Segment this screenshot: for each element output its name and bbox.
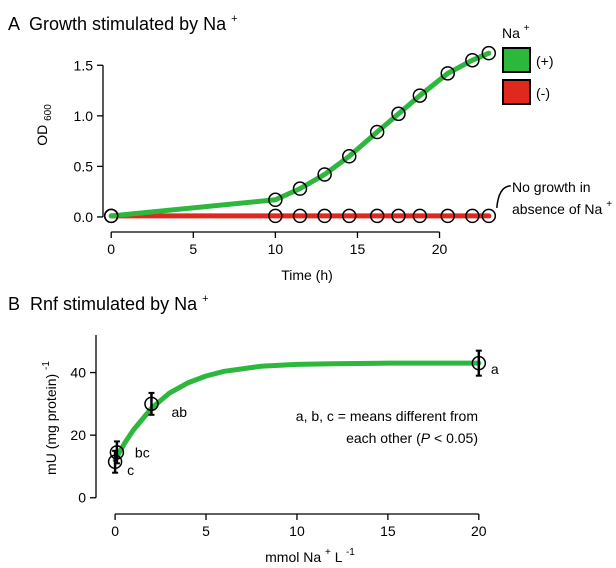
annotation-pointer (496, 185, 511, 209)
panel-b-series: cbc ab a (107, 349, 499, 478)
series-minus-point (412, 208, 428, 224)
fit-curve-line (112, 360, 482, 463)
series-minus-point (369, 208, 385, 224)
series-minus-point (481, 208, 497, 224)
panel-a-y-label-sub: 600 (43, 104, 54, 121)
panel-b-y-tick-label: 20 (70, 427, 86, 443)
data-point (109, 445, 125, 460)
panel-a-annotation: No growth in absence of Na + (496, 179, 612, 217)
legend-title: Na + (502, 23, 530, 41)
series-minus-point (440, 208, 455, 224)
data-point (107, 454, 123, 469)
series-minus-point (342, 208, 357, 224)
point-significance-label: c (127, 462, 134, 478)
panel-b-y-tick-label: 40 (70, 365, 86, 381)
annotation-line-1: No growth in (512, 179, 591, 195)
series-plus-point (391, 106, 406, 122)
panel-b-x-tick-label: 0 (111, 523, 119, 539)
panel-b-x-tick-label: 20 (471, 523, 487, 539)
panel-b-x-label-unit: L (335, 549, 343, 565)
series-plus-point (103, 208, 119, 224)
data-point (471, 355, 487, 371)
point-significance-label: ab (171, 404, 187, 420)
series-plus-point (481, 45, 497, 61)
panel-a-y-tick-label: 0.5 (74, 158, 94, 174)
panel-b-x-label-main: mmol Na (265, 549, 321, 565)
panel-a-series (103, 45, 497, 224)
legend-label-minus: (-) (536, 85, 550, 101)
panel-b-x-label-sup1: + (325, 547, 331, 558)
series-plus-line (108, 50, 492, 219)
panel-a-x-tick-label: 15 (350, 241, 366, 257)
series-plus-point (369, 124, 385, 140)
legend-title-text: Na (502, 25, 520, 41)
panel-b-title: B Rnf stimulated by Na + (8, 293, 209, 314)
series-plus-point (342, 149, 357, 164)
series-minus-point (391, 208, 406, 224)
series-minus-point (268, 208, 283, 224)
panel-a-x-tick-label: 5 (189, 241, 197, 257)
panel-b-title-sup: + (202, 293, 208, 305)
legend-swatch-plus (502, 47, 531, 73)
series-plus-point (317, 167, 332, 182)
note-text-italic: P (421, 430, 431, 446)
legend-title-sup: + (524, 23, 530, 34)
series-plus-point (440, 66, 455, 81)
panel-b-x-tick-label: 15 (380, 523, 396, 539)
panel-a-y-tick-label: 1.0 (74, 108, 94, 124)
series-plus-point (465, 52, 480, 68)
panel-a-title-text: Growth stimulated by Na (29, 14, 227, 34)
panel-a-x-tick-label: 0 (107, 241, 115, 257)
panel-a-y-tick-label: 0.0 (74, 209, 94, 225)
point-significance-label: a (491, 361, 499, 377)
legend-label-plus: (+) (536, 53, 554, 69)
note-text-pre: each other ( (346, 430, 421, 446)
data-point (144, 396, 159, 412)
annotation-line-2-sup: + (606, 199, 612, 210)
series-plus-point (412, 88, 428, 103)
panel-b-title-text: Rnf stimulated by Na (30, 294, 198, 314)
panel-a-letter: A (8, 14, 20, 34)
panel-b-letter: B (8, 294, 20, 314)
panel-b-axes: 0 20 40 0 5 10 15 20 (70, 335, 487, 539)
series-minus-point (292, 208, 308, 224)
panel-b-x-tick-label: 10 (289, 523, 305, 539)
series-plus-point (268, 192, 283, 208)
panel-a-x-tick-label: 10 (268, 241, 284, 257)
panel-b-x-tick-label: 5 (202, 523, 210, 539)
legend-swatch-minus (502, 79, 531, 105)
panel-b-y-label-main: mU (mg protein) (43, 374, 59, 475)
panel-a-title-sup: + (231, 13, 237, 25)
series-plus-point (292, 181, 308, 196)
point-significance-label: bc (135, 444, 150, 460)
note-text-post: < 0.05) (430, 430, 478, 446)
series-minus-point (465, 208, 480, 224)
panel-b-note-line-2: each other (P < 0.05) (346, 430, 478, 446)
annotation-line-2-text: absence of Na (512, 201, 602, 217)
panel-a-y-tick-label: 1.5 (74, 57, 94, 73)
panel-b-x-label: mmol Na + L -1 (265, 542, 355, 565)
panel-b-note-line-1: a, b, c = means different from (296, 408, 478, 424)
panel-a-x-label: Time (h) (281, 267, 333, 283)
panel-b-y-label: mU (mg protein) -1 (41, 361, 59, 475)
panel-a-legend: Na + (+) (-) (502, 23, 554, 105)
panel-a-y-label: OD 600 (34, 104, 54, 146)
panel-a-x-tick-label: 20 (432, 241, 448, 257)
panel-a-y-label-main: OD (34, 125, 50, 146)
series-minus-point (317, 208, 332, 224)
panel-a-title: A Growth stimulated by Na + (8, 13, 238, 34)
panel-b-x-label-sup2: -1 (346, 547, 355, 558)
panel-b-y-label-sup: -1 (41, 361, 52, 370)
panel-b-y-tick-label: 0 (78, 490, 86, 506)
panel-a-growth-chart: A Growth stimulated by Na + 0.0 0.5 1.0 1.5… (8, 13, 612, 283)
panel-a-axes: 0.0 0.5 1.0 1.5 0 5 10 15 20 (74, 57, 448, 257)
annotation-line-2: absence of Na + (512, 199, 612, 217)
panel-b-rnf-chart: B Rnf stimulated by Na + 0 20 40 0 5 10 15 20 c… (8, 293, 499, 565)
